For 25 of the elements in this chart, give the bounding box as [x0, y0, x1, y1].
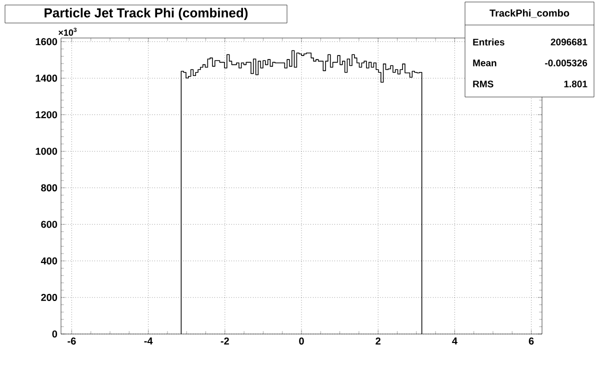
text: ×10$^{3}$	[58, 28, 77, 36]
text: 2096681	[550, 38, 588, 46]
x-tick-label: 6	[528, 338, 534, 345]
text: -0.005326	[545, 60, 588, 66]
annotation: Mean	[473, 60, 496, 66]
text: TrackPhi_combo	[490, 9, 570, 18]
y-tick-label: 1600	[36, 38, 58, 46]
x-tick-label: 0	[299, 338, 304, 345]
x-tick-label: 4	[452, 338, 458, 344]
y-tick-label: 1400	[36, 74, 58, 82]
y-tick-label: 1000	[36, 148, 58, 155]
x-tick-label: -6	[68, 338, 76, 345]
x-tick-label: 2	[376, 338, 380, 345]
x-tick-label: -2	[220, 338, 229, 345]
text: 1.801	[564, 80, 588, 88]
y-tick-label: 200	[41, 294, 58, 301]
y-tick-label: 0	[52, 330, 58, 338]
annotation: RMS	[473, 80, 494, 88]
y-tick-label: 800	[41, 184, 58, 192]
y-tick-label: 600	[41, 220, 58, 228]
chart-title: Particle Jet Track Phi (combined)	[44, 8, 248, 20]
annotation: Entries	[473, 38, 504, 46]
y-tick-label: 400	[40, 257, 58, 264]
x-tick-label: -4	[144, 338, 153, 344]
y-tick-label: 1200	[36, 111, 58, 118]
